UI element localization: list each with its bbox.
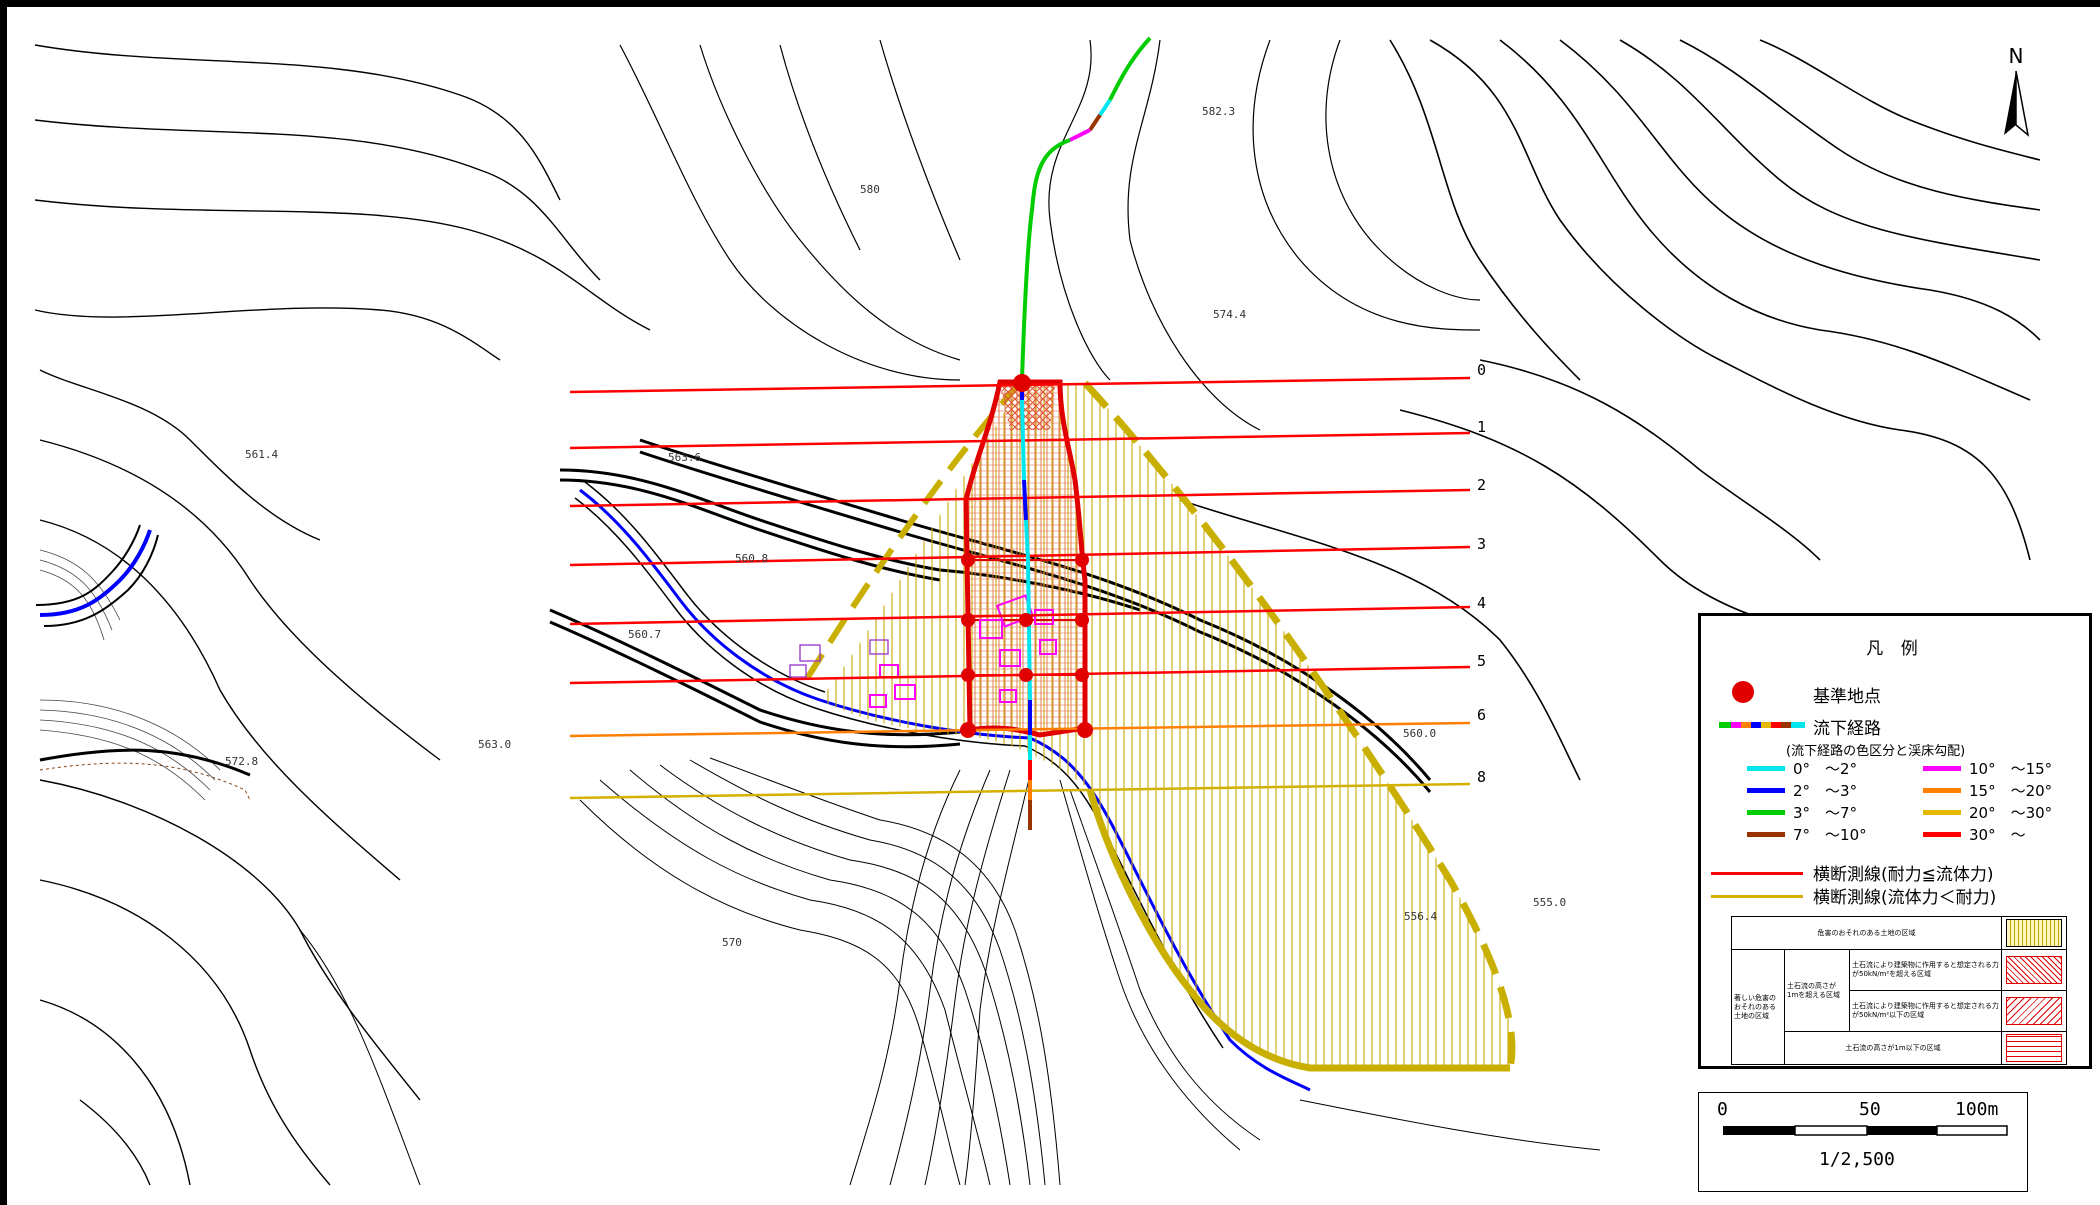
section-number-labels: 0 1 2 3 4 5 6 8 (1477, 361, 1486, 786)
legend-section-yellow: 横断測線(流体力＜耐力) (1813, 883, 1996, 908)
contours-central (620, 40, 1480, 430)
gradient-swatch (1747, 810, 1785, 815)
elevation-label: 560.7 (628, 628, 661, 641)
legend-section-red: 横断測線(耐力≦流体力) (1813, 860, 1994, 885)
flow-path-swatch-icon (1719, 722, 1805, 730)
hazard-swatch-icon (2006, 919, 2062, 947)
section-label-5: 5 (1477, 652, 1486, 670)
gradient-swatch (1747, 766, 1785, 771)
section-label-6: 6 (1477, 706, 1486, 724)
elevation-label: 580 (860, 183, 880, 196)
elevation-label: 560.8 (735, 552, 768, 565)
legend-reference-point: 基準地点 (1813, 682, 1881, 707)
scale-ratio: 1/2,500 (1819, 1149, 1895, 1170)
gradient-label: 3° ～7° (1793, 802, 1857, 823)
gradient-swatch (1747, 788, 1785, 793)
elevation-label: 560.0 (1403, 727, 1436, 740)
scale-bar: 0 50 100m 1/2,500 (1698, 1092, 2028, 1192)
elevation-label: 556.4 (1404, 910, 1437, 923)
contours-west (35, 45, 650, 1185)
zone-hazard-label: 危害のおそれのある土地の区域 (1732, 917, 2002, 950)
height-under-swatch-icon (2006, 1034, 2062, 1062)
gradient-swatch (1747, 832, 1785, 837)
red-section-line-icon (1711, 872, 1803, 875)
zone-height-over-label: 土石流の高さが1mを超える区域 (1785, 950, 1850, 1032)
north-arrow: N (1996, 45, 2036, 149)
gradient-label: 10° ～15° (1969, 758, 2052, 779)
section-label-4: 4 (1477, 594, 1486, 612)
elevation-label: 555.0 (1533, 896, 1566, 909)
gradient-label: 30° ～ (1969, 824, 2026, 845)
section-label-1: 1 (1477, 418, 1486, 436)
legend-flow-path: 流下経路 (1813, 714, 1881, 739)
gradient-swatch (1923, 832, 1961, 837)
reference-point-icon (1729, 678, 1759, 708)
scale-tick-100: 100m (1955, 1099, 1998, 1120)
zone-under50-label: 土石流により建築物に作用すると想定される力が50kN/m²以下の区域 (1850, 991, 2002, 1032)
over50-swatch-icon (2006, 956, 2062, 984)
yellow-section-line-icon (1711, 895, 1803, 898)
gradient-label: 15° ～20° (1969, 780, 2052, 801)
elevation-label: 563.6 (668, 451, 701, 464)
elevation-label: 561.4 (245, 448, 278, 461)
elevation-label: 563.0 (478, 738, 511, 751)
elevation-label: 582.3 (1202, 105, 1235, 118)
section-label-2: 2 (1477, 476, 1486, 494)
north-label: N (2009, 45, 2024, 68)
gradient-label: 0° ～2° (1793, 758, 1857, 779)
under50-swatch-icon (2006, 997, 2062, 1025)
zone-height-under-label: 土石流の高さが1m以下の区域 (1785, 1032, 2002, 1065)
gradient-label: 7° ～10° (1793, 824, 1867, 845)
zone-severe-label: 著しい危害のおそれのある土地の区域 (1732, 950, 1785, 1065)
gradient-swatch (1923, 810, 1961, 815)
elevation-label: 572.8 (225, 755, 258, 768)
gradient-swatch (1923, 788, 1961, 793)
zone-over50-label: 土石流により建築物に作用すると想定される力が50kN/m²を超える区域 (1850, 950, 2002, 991)
section-label-8: 8 (1477, 768, 1486, 786)
scale-tick-0: 0 (1717, 1099, 1728, 1120)
elevation-label: 574.4 (1213, 308, 1246, 321)
legend-title: 凡 例 (1701, 634, 2089, 659)
elevation-label: 570 (722, 936, 742, 949)
gradient-label: 2° ～3° (1793, 780, 1857, 801)
legend-flow-path-note: (流下経路の色区分と渓床勾配) (1786, 740, 1965, 759)
legend-panel: 凡 例 基準地点 流下経路 (流下経路の色区分と渓床勾配) 0° ～2° 10°… (1698, 613, 2092, 1069)
gradient-swatch (1923, 766, 1961, 771)
scale-bar-graphic (1723, 1125, 2008, 1137)
gradient-label: 20° ～30° (1969, 802, 2052, 823)
section-label-0: 0 (1477, 361, 1486, 379)
scale-tick-50: 50 (1859, 1099, 1881, 1120)
zone-legend-table: 危害のおそれのある土地の区域 著しい危害のおそれのある土地の区域 土石流の高さが… (1731, 916, 2067, 1065)
section-label-3: 3 (1477, 535, 1486, 553)
